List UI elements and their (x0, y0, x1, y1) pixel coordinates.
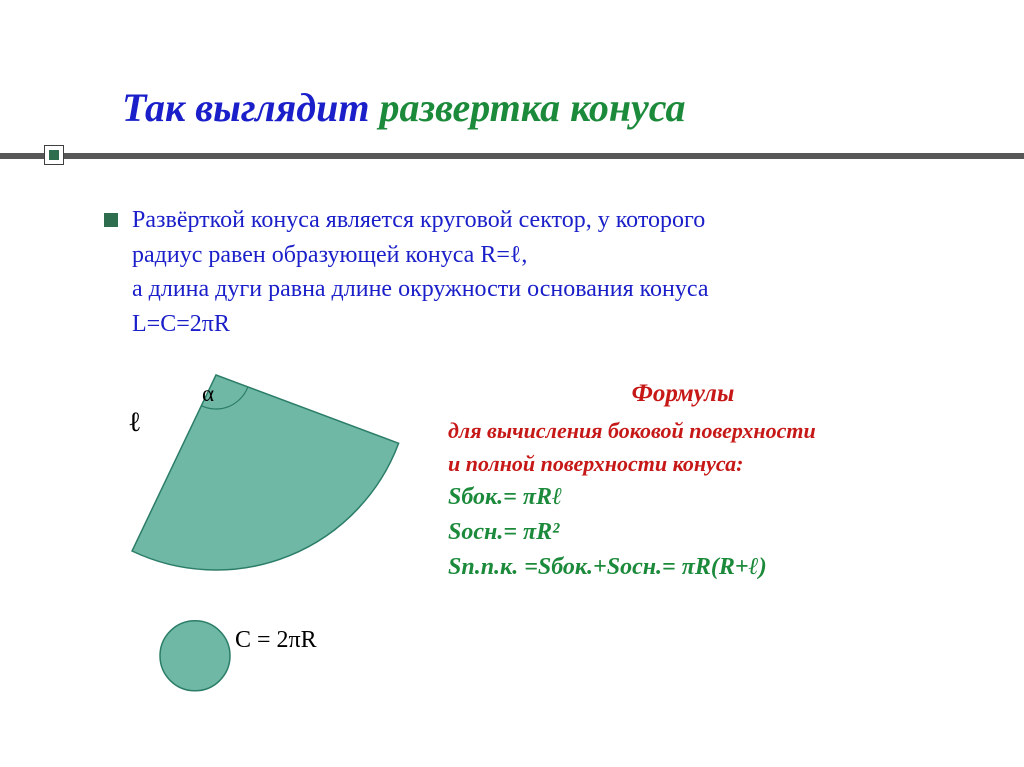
ell-label: ℓ (128, 407, 141, 439)
formulas-block: Формулы для вычисления боковой поверхнос… (448, 380, 978, 584)
formulas-sub-1: для вычисления боковой поверхности (448, 414, 978, 447)
circumference-label: C = 2πR (235, 627, 317, 654)
base-circle (160, 621, 230, 691)
alpha-label: α (202, 381, 214, 407)
formula-base: Sосн.= πR² (448, 515, 978, 550)
body-bullet-icon (104, 213, 118, 227)
sector-shape (132, 375, 399, 570)
body-line-2: радиус равен образующей конуса R=ℓ, (132, 240, 912, 271)
divider-bullet (44, 145, 64, 165)
divider-line (0, 153, 1024, 159)
slide-title: Так выглядит развертка конуса (122, 84, 686, 131)
body-line-1: Развёрткой конуса является круговой сект… (132, 205, 912, 236)
formula-lateral: Sбок.= πRℓ (448, 480, 978, 515)
title-part-1: Так выглядит (122, 85, 379, 130)
body-line-3: а длина дуги равна длине окружности осно… (132, 274, 912, 305)
body-line-4: L=C=2πR (132, 309, 912, 340)
formula-total: Sп.п.к. =Sбок.+Sосн.= πR(R+ℓ) (448, 550, 978, 585)
formulas-sub-2: и полной поверхности конуса: (448, 447, 978, 480)
body-text: Развёрткой конуса является круговой сект… (132, 205, 912, 344)
title-part-2: развертка конуса (379, 85, 685, 130)
formulas-header: Формулы (448, 380, 978, 408)
divider-bullet-inner (49, 150, 59, 160)
title-divider (0, 145, 1024, 167)
cone-development-diagram (100, 370, 420, 730)
